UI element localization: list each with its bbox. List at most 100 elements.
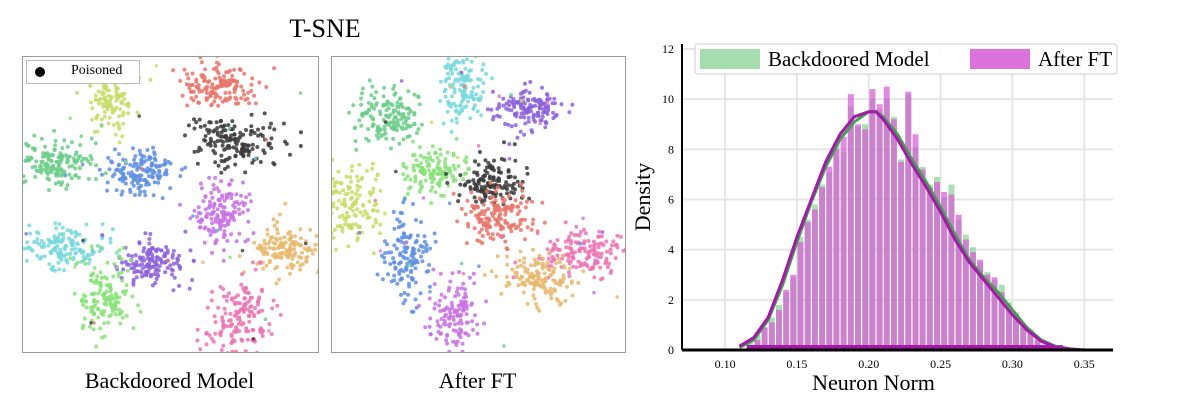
- tsne-point: [152, 272, 157, 277]
- tsne-point: [85, 252, 90, 257]
- tsne-point: [609, 269, 614, 273]
- tsne-point: [102, 110, 107, 115]
- tsne-point: [455, 308, 459, 313]
- tsne-point: [506, 280, 511, 285]
- tsne-point: [41, 154, 45, 159]
- tsne-point: [350, 208, 355, 213]
- tsne-point: [79, 159, 84, 164]
- tsne-point: [222, 229, 227, 234]
- tsne-point: [524, 199, 529, 204]
- tsne-point: [73, 246, 78, 251]
- tsne-point: [359, 102, 364, 107]
- tsne-point: [450, 94, 455, 99]
- tsne-point: [105, 188, 110, 193]
- tsne-point: [383, 120, 388, 124]
- tsne-point: [203, 67, 208, 72]
- tsne-point: [534, 302, 538, 307]
- poisoned-marker-icon: [35, 67, 45, 77]
- tsne-point: [548, 286, 553, 291]
- tsne-point: [204, 342, 209, 347]
- tsne-point: [195, 161, 200, 166]
- tsne-point: [257, 80, 262, 85]
- tsne-point: [549, 264, 554, 269]
- tsne-point: [392, 127, 397, 132]
- tsne-point: [552, 242, 557, 247]
- tsne-point: [232, 67, 237, 72]
- tsne-point: [560, 280, 565, 285]
- tsne-point: [298, 144, 303, 148]
- tsne-cluster: [444, 140, 532, 210]
- tsne-point: [451, 191, 456, 196]
- tsne-point: [56, 254, 61, 259]
- tsne-point: [221, 258, 226, 263]
- tsne-point: [60, 146, 65, 151]
- tsne-point: [280, 242, 285, 247]
- tsne-point: [403, 241, 408, 245]
- tsne-point: [340, 213, 345, 218]
- histogram-bar: [768, 322, 775, 350]
- x-tick-label: 0.20: [858, 357, 879, 371]
- tsne-point: [354, 192, 359, 196]
- tsne-point: [376, 124, 380, 129]
- tsne-point: [27, 223, 32, 228]
- tsne-point: [457, 60, 462, 65]
- tsne-point: [308, 227, 313, 232]
- tsne-point: [588, 244, 593, 249]
- tsne-point: [395, 118, 400, 123]
- tsne-point: [593, 242, 598, 247]
- tsne-point: [407, 235, 412, 240]
- tsne-point: [195, 327, 200, 332]
- tsne-point: [542, 101, 547, 106]
- tsne-point: [388, 146, 393, 151]
- tsne-point: [556, 248, 561, 252]
- tsne-point: [551, 258, 556, 263]
- tsne-point: [471, 106, 476, 111]
- tsne-point: [121, 289, 125, 294]
- tsne-point: [413, 179, 418, 184]
- tsne-point: [427, 296, 432, 301]
- tsne-point: [29, 247, 33, 252]
- tsne-point: [335, 206, 340, 211]
- tsne-point: [69, 176, 74, 181]
- tsne-point: [392, 273, 397, 278]
- tsne-point: [213, 175, 218, 180]
- tsne-point: [246, 329, 251, 334]
- tsne-point: [240, 272, 245, 277]
- tsne-point: [390, 103, 395, 108]
- tsne-point: [412, 92, 417, 97]
- tsne-point: [499, 157, 504, 161]
- tsne-point: [520, 194, 525, 199]
- tsne-point: [33, 174, 38, 179]
- tsne-point: [453, 77, 458, 82]
- tsne-point: [450, 173, 455, 178]
- tsne-point: [450, 71, 455, 76]
- histogram-bar: [819, 187, 826, 350]
- tsne-point: [51, 166, 56, 171]
- tsne-cluster: [97, 145, 188, 201]
- tsne-point: [153, 260, 157, 265]
- tsne-point: [160, 196, 165, 201]
- tsne-point: [497, 94, 502, 98]
- tsne-point: [497, 114, 502, 119]
- tsne-point: [471, 271, 476, 276]
- tsne-point: [487, 224, 492, 229]
- tsne-point: [501, 96, 506, 101]
- tsne-point: [128, 190, 133, 195]
- tsne-point: [382, 127, 387, 132]
- tsne-point: [435, 155, 440, 160]
- tsne-point: [44, 166, 49, 171]
- tsne-point: [407, 124, 411, 129]
- tsne-point: [59, 232, 64, 237]
- tsne-point: [506, 99, 511, 104]
- tsne-point: [225, 351, 230, 352]
- tsne-point: [211, 129, 216, 134]
- tsne-point: [402, 197, 407, 202]
- tsne-point: [396, 123, 401, 128]
- tsne-point: [398, 251, 403, 256]
- tsne-point: [403, 177, 408, 182]
- tsne-point: [515, 179, 520, 184]
- tsne-point: [512, 112, 517, 117]
- tsne-point: [476, 179, 481, 184]
- tsne-point: [84, 256, 89, 260]
- tsne-point: [163, 270, 168, 275]
